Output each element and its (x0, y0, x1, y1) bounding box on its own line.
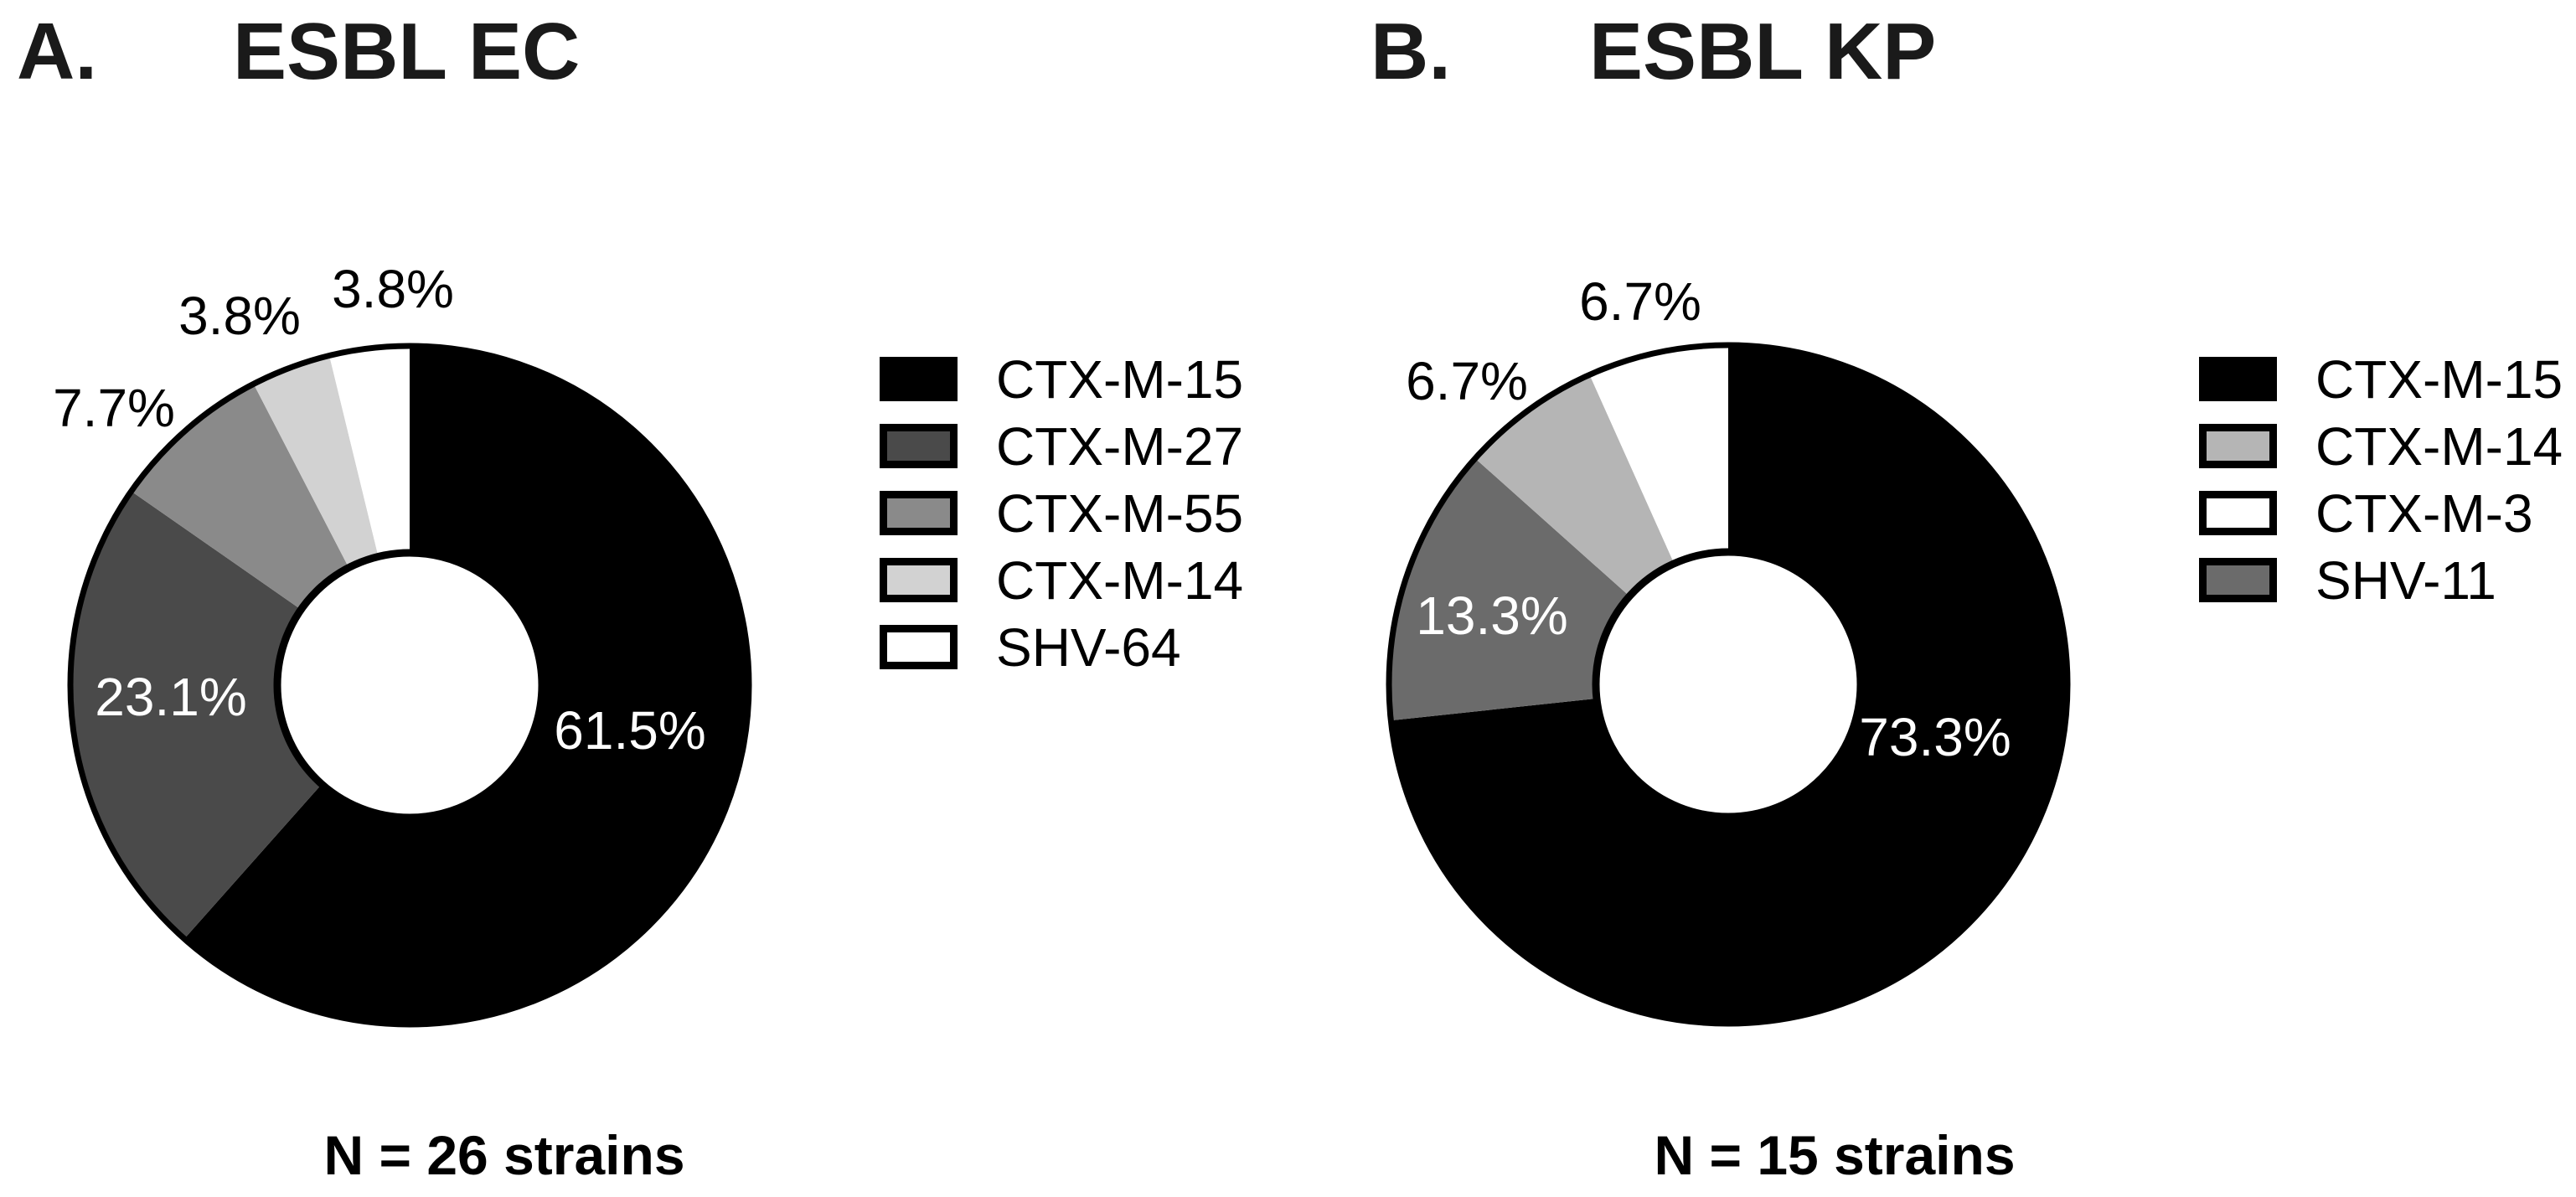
slice-pct-label-ctx-m-14: 3.8% (178, 286, 301, 346)
panel-a-title: ESBL EC (233, 7, 581, 96)
legend-label: CTX-M-15 (2315, 348, 2563, 410)
slice-pct-label-ctx-m-55: 7.7% (53, 378, 175, 438)
panel-a-letter: A. (17, 7, 97, 96)
slice-pct-label-ctx-m-15: 73.3% (1859, 707, 2011, 767)
legend-label: SHV-11 (2315, 549, 2496, 611)
legend-label: CTX-M-14 (996, 549, 1244, 611)
n-strains-label-b: N = 15 strains (1654, 1124, 2016, 1186)
legend-label: SHV-64 (996, 617, 1181, 678)
panel-b-title: ESBL KP (1589, 7, 1937, 96)
panel-b-letter: B. (1371, 7, 1451, 96)
donut-hole (1592, 548, 1865, 821)
legend-swatch-ctx-m-55 (880, 491, 958, 535)
legend-item-ctx-m-3: CTX-M-3 (2199, 487, 2533, 540)
legend-swatch-ctx-m-14 (2199, 424, 2277, 468)
legend-item-ctx-m-14: CTX-M-14 (2199, 420, 2563, 473)
legend-item-ctx-m-14: CTX-M-14 (880, 554, 1243, 607)
pie-slice-ctx-m-27 (70, 491, 410, 939)
legend-swatch-ctx-m-14 (880, 558, 958, 602)
legend-swatch-shv-64 (880, 625, 958, 669)
slice-pct-label-ctx-m-27: 23.1% (95, 667, 247, 727)
legend-swatch-ctx-m-3 (2199, 491, 2277, 535)
legend-swatch-ctx-m-15 (2199, 357, 2277, 401)
legend-item-ctx-m-15: CTX-M-15 (880, 353, 1243, 406)
legend-label: CTX-M-3 (2315, 482, 2533, 544)
donut-outer-rim (1386, 342, 2071, 1027)
legend-label: CTX-M-55 (996, 482, 1244, 544)
slice-pct-label-shv-11: 13.3% (1416, 586, 1568, 646)
legend-swatch-ctx-m-15 (880, 357, 958, 401)
legend-label: CTX-M-15 (996, 348, 1244, 410)
slice-pct-label-ctx-m-15: 61.5% (554, 700, 706, 761)
legend-item-ctx-m-27: CTX-M-27 (880, 420, 1243, 473)
donut-chart-esbl-kp (1386, 342, 2071, 1027)
legend-item-ctx-m-15: CTX-M-15 (2199, 353, 2563, 406)
legend-label: CTX-M-14 (2315, 415, 2563, 477)
legend-swatch-shv-11 (2199, 558, 2277, 602)
slice-pct-label-shv-64: 3.8% (332, 259, 454, 319)
legend-item-shv-11: SHV-11 (2199, 554, 2496, 607)
donut-outer-rim (67, 343, 752, 1028)
donut-hole (273, 549, 546, 822)
legend-swatch-ctx-m-27 (880, 424, 958, 468)
n-strains-label-a: N = 26 strains (323, 1124, 685, 1186)
legend-item-ctx-m-55: CTX-M-55 (880, 487, 1243, 540)
donut-chart-esbl-ec (67, 343, 752, 1028)
slice-pct-label-ctx-m-14: 6.7% (1406, 351, 1528, 411)
legend-item-shv-64: SHV-64 (880, 621, 1181, 674)
legend-label: CTX-M-27 (996, 415, 1244, 477)
slice-pct-label-ctx-m-3: 6.7% (1579, 271, 1701, 332)
